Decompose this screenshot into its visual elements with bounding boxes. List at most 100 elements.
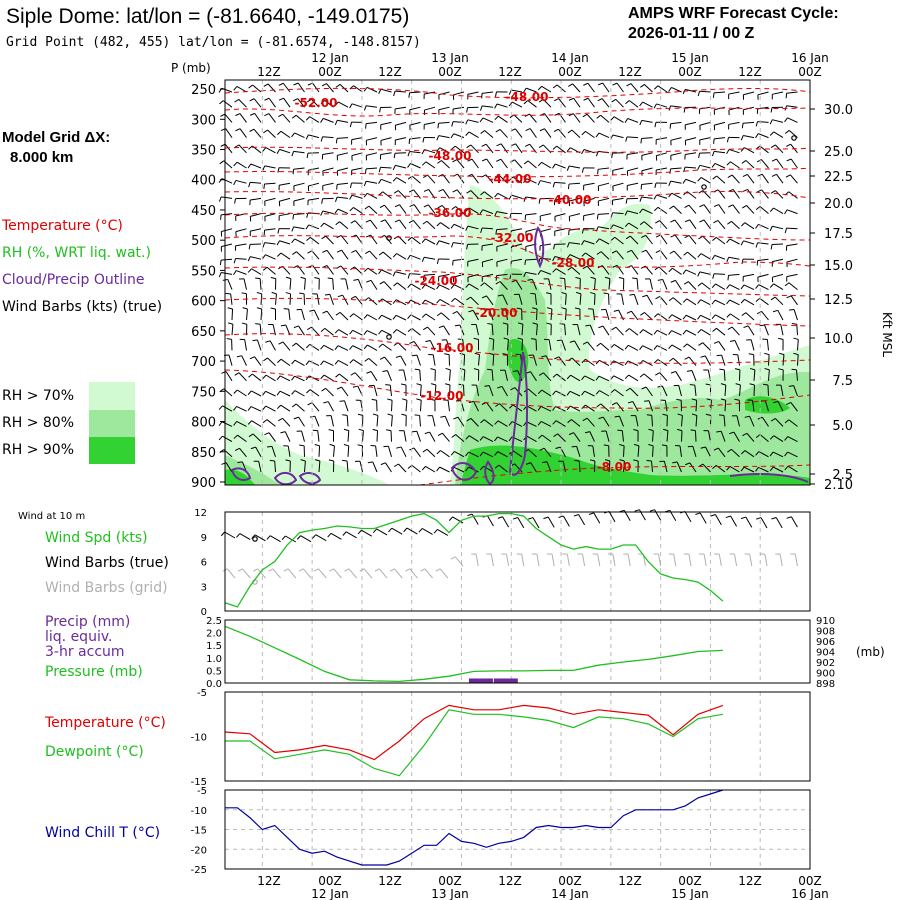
surface-wind-barb-grid <box>794 554 798 567</box>
wind-barb <box>337 119 349 123</box>
surface-wind-barb <box>269 535 281 543</box>
wind-barb <box>235 228 247 233</box>
wind-barb <box>715 283 726 291</box>
surface-wind-barb-grid <box>253 568 258 572</box>
wind-barb <box>294 238 305 245</box>
wind-barb <box>592 445 595 457</box>
upper-wind-barbs <box>218 82 799 473</box>
wind-barb <box>773 207 784 215</box>
wind-barb <box>396 253 407 260</box>
wind-barb <box>612 182 624 187</box>
wind-barb <box>311 98 320 108</box>
wind-barb <box>698 342 703 346</box>
surface-wind-barb <box>448 516 453 521</box>
wind-barb <box>589 431 595 442</box>
wind-barb <box>697 165 701 171</box>
wind-barb <box>552 145 558 150</box>
wind-barb <box>784 419 790 424</box>
wind-barb <box>697 282 703 287</box>
wind-barb <box>381 314 392 321</box>
wind-barb <box>768 354 770 366</box>
wind-barb <box>673 250 682 260</box>
wind-barb <box>421 299 426 305</box>
wind-speed-tick: 3 <box>201 582 207 593</box>
wind-barb <box>336 249 342 253</box>
wind-barb <box>307 402 313 406</box>
wind-barb <box>407 236 413 241</box>
wind-barb <box>453 133 465 139</box>
wind-barb <box>552 182 556 188</box>
wind-barb <box>717 189 726 199</box>
wind-barb <box>755 206 761 211</box>
wind-barb <box>350 220 356 224</box>
wind-barb <box>322 152 334 155</box>
wind-barb <box>465 131 470 136</box>
surface-wind-barb-grid <box>344 568 350 572</box>
wind-barb <box>293 226 305 230</box>
wind-barb <box>785 174 791 178</box>
wind-barb <box>403 369 407 381</box>
wind-barb <box>761 173 769 184</box>
surface-wind-barb-grid <box>673 554 677 567</box>
wind-barb <box>453 91 465 96</box>
wind-barb <box>383 281 392 290</box>
wind-barb <box>231 324 234 336</box>
wind-barb <box>219 260 222 266</box>
bottom-hour-label: 12Z <box>498 874 522 888</box>
surface-wind-barb <box>725 515 731 519</box>
wind-barb <box>438 135 450 139</box>
top-hour-label: 12Z <box>738 65 762 79</box>
wind-barb <box>510 387 516 391</box>
wind-barb <box>525 213 537 216</box>
wind-barb <box>407 151 411 157</box>
wind-barb <box>740 135 744 141</box>
height-tick-label: 22.5 <box>824 170 853 185</box>
wind-barb <box>436 258 439 265</box>
wind-barb <box>357 444 363 447</box>
wind-barb <box>772 309 778 313</box>
wind-barb <box>595 375 600 381</box>
wind-barb <box>569 165 581 169</box>
wind-barb <box>276 404 282 410</box>
wind-barb <box>618 276 624 280</box>
bottom-hour-label: 12Z <box>738 874 762 888</box>
wind-barb <box>537 161 542 167</box>
wind-barb <box>414 368 420 371</box>
surface-wind-barb-grid <box>658 554 662 567</box>
wind-barb <box>541 161 552 169</box>
rh80-region <box>455 268 810 485</box>
wind-barb <box>379 281 385 285</box>
wind-barb <box>546 461 552 473</box>
wind-barb <box>380 219 386 223</box>
wind-barb <box>341 249 349 260</box>
wind-barb <box>349 207 354 212</box>
wind-barb <box>335 196 338 202</box>
wind-barb <box>465 451 469 457</box>
wind-barb <box>480 105 483 111</box>
surface-wind-barb <box>300 535 312 543</box>
wind-barb <box>228 354 233 366</box>
wind-barb <box>552 420 557 425</box>
wind-barb <box>569 197 581 202</box>
wind-barb <box>280 252 291 260</box>
wind-barb <box>326 265 334 275</box>
wind-barb <box>430 368 436 371</box>
wind-barb <box>655 295 661 300</box>
wind-barb <box>718 204 726 214</box>
isotherm-line <box>224 369 811 409</box>
wind-barb <box>613 344 624 351</box>
wind-barb <box>668 297 674 302</box>
wind-barb <box>581 131 586 136</box>
wind-barb <box>653 359 659 364</box>
wind-barb <box>423 188 429 192</box>
wind-barb <box>309 389 320 397</box>
wind-panel-title: Wind at 10 m <box>18 511 85 522</box>
wind-barb <box>595 238 600 243</box>
wind-barb <box>270 307 276 310</box>
temp-gridlines <box>261 692 761 781</box>
wind-barb <box>380 462 386 466</box>
height-tick-label: 2.5 <box>832 468 853 483</box>
wind-barb <box>285 276 292 280</box>
wind-barb <box>479 451 484 457</box>
wind-barb <box>627 210 639 215</box>
